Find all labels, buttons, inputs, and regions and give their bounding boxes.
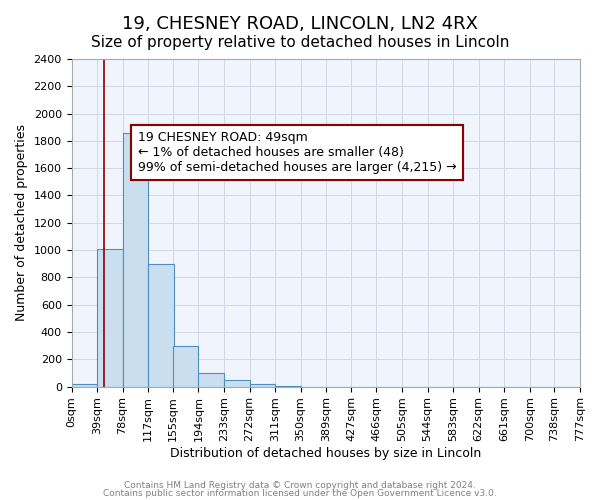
Text: 19, CHESNEY ROAD, LINCOLN, LN2 4RX: 19, CHESNEY ROAD, LINCOLN, LN2 4RX [122,15,478,33]
Text: 19 CHESNEY ROAD: 49sqm
← 1% of detached houses are smaller (48)
99% of semi-deta: 19 CHESNEY ROAD: 49sqm ← 1% of detached … [137,131,456,174]
Text: Contains HM Land Registry data © Crown copyright and database right 2024.: Contains HM Land Registry data © Crown c… [124,481,476,490]
Bar [148,264,173,386]
Text: 19 CHESNEY ROAD: 49sqm
← 1% of detached houses are smaller (48)
99% of semi-deta: 19 CHESNEY ROAD: 49sqm ← 1% of detached … [137,131,456,174]
Bar [97,248,122,386]
Text: Size of property relative to detached houses in Lincoln: Size of property relative to detached ho… [91,35,509,50]
Bar [173,346,199,387]
Bar [224,380,250,386]
Y-axis label: Number of detached properties: Number of detached properties [15,124,28,322]
Bar [71,384,97,386]
Bar [250,384,275,386]
X-axis label: Distribution of detached houses by size in Lincoln: Distribution of detached houses by size … [170,447,481,460]
Text: Contains public sector information licensed under the Open Government Licence v3: Contains public sector information licen… [103,488,497,498]
Bar [122,132,148,386]
Bar [199,373,224,386]
